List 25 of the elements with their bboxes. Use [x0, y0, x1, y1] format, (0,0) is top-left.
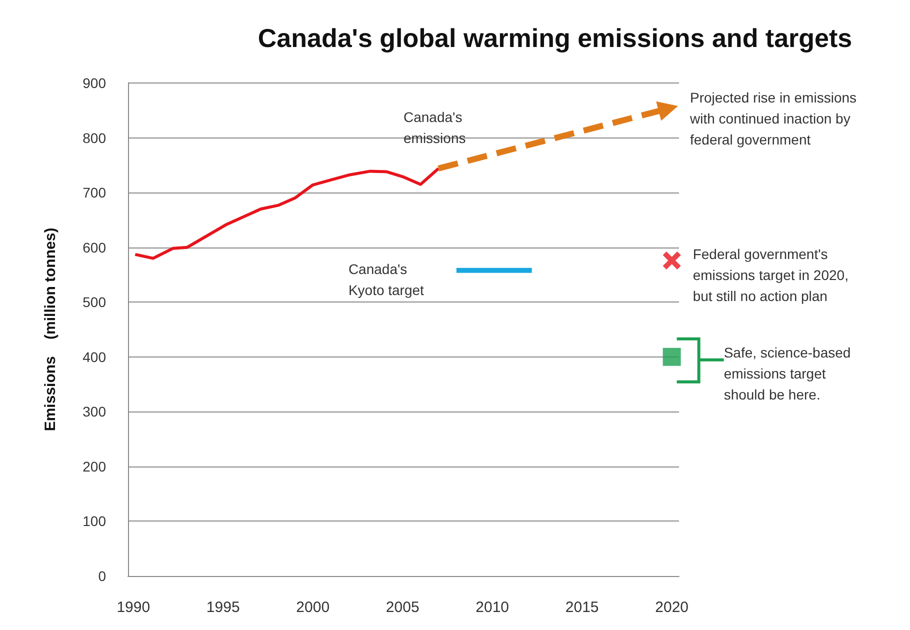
y-tick-label: 400: [82, 348, 106, 365]
y-tick-label: 300: [82, 404, 106, 420]
x-tick-label: 2005: [386, 599, 420, 616]
text: Canada's Kyoto target: [348, 260, 424, 298]
y-tick-label: 800: [82, 130, 106, 146]
series-label: Federal government's emissions target in 2020, but still no action plan: [692, 246, 852, 304]
x-tick-label: 1995: [206, 599, 240, 616]
text: Canada's emissions: [404, 108, 466, 146]
y-tick-label: 600: [82, 239, 106, 256]
y-tick-label: 900: [82, 75, 106, 91]
y-tick-label: 100: [82, 513, 106, 530]
x-tick-label: 2015: [565, 599, 599, 616]
text: Projected rise in emissions with continued inaction by federal government: [689, 90, 860, 148]
x-tick-label: 2010: [476, 599, 510, 616]
x-tick-label: 2000: [296, 599, 330, 616]
y-tick-label: 0: [98, 568, 106, 584]
y-tick-label: 500: [82, 294, 106, 310]
x-tick-label: 2020: [655, 599, 689, 616]
x-tick-label: 1990: [116, 599, 150, 616]
y-tick-label: 200: [82, 458, 106, 474]
legend-label: Safe, science-based emissions target should be here.: [724, 344, 855, 402]
line-series: [134, 166, 440, 260]
chart-title: Canada's global warming emissions and targets: [258, 23, 852, 53]
y-axis-title: Emissions (million tonnes): [42, 228, 59, 432]
y-tick-label: 700: [82, 184, 106, 201]
